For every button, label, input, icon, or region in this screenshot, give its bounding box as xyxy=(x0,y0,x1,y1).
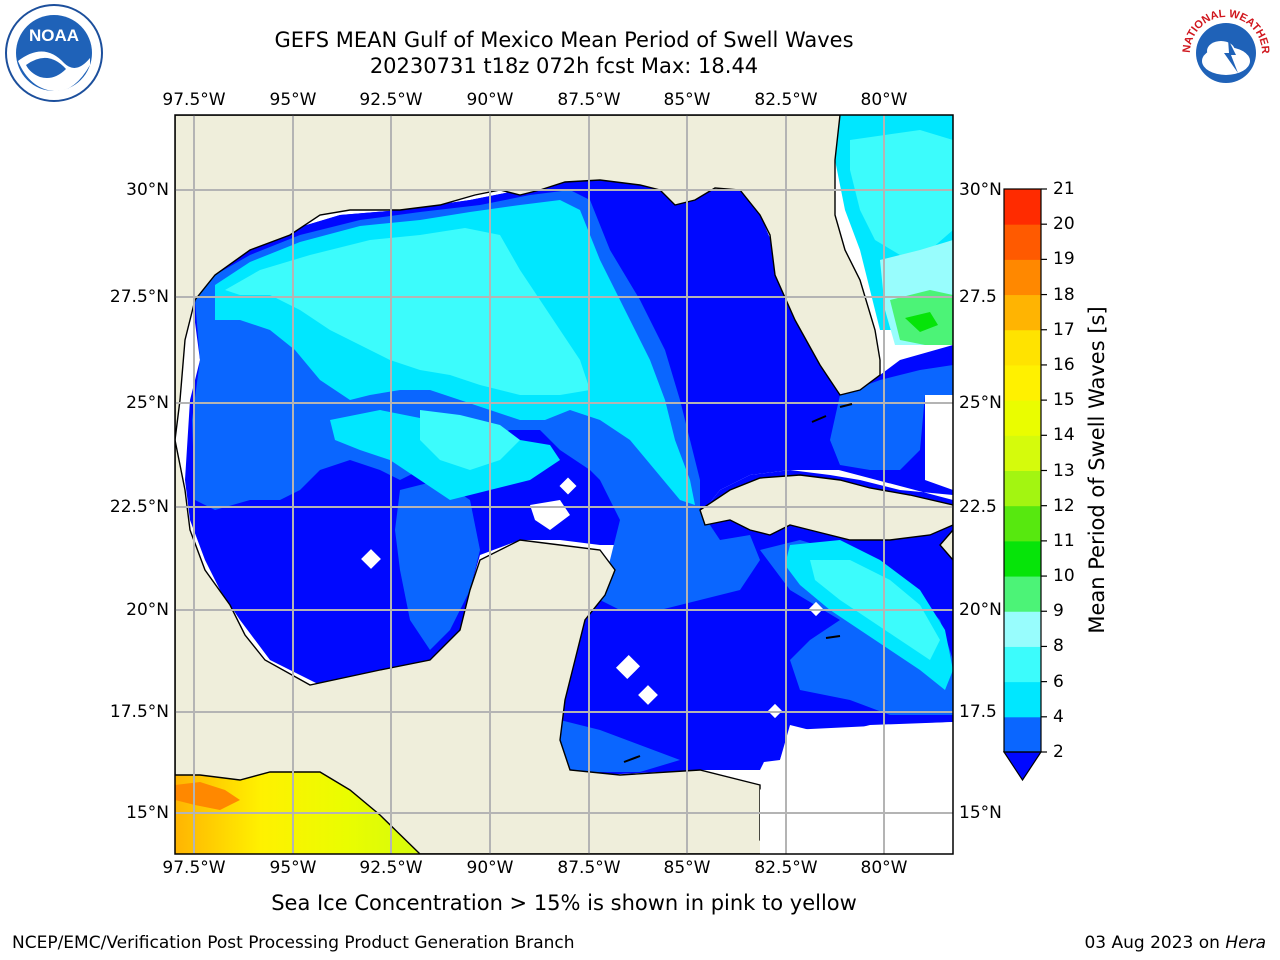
colorbar-segment xyxy=(1004,259,1041,296)
lat-label-left: 15°N xyxy=(126,803,169,823)
lat-label-right: 15°N xyxy=(959,803,1002,823)
colorbar-segment xyxy=(1004,435,1041,471)
host-name: Hera xyxy=(1225,933,1266,953)
lat-label-left: 25°N xyxy=(126,393,169,413)
map-subtitle: 20230731 t18z 072h fcst Max: 18.44 xyxy=(369,54,759,78)
lon-label-top: 82.5°W xyxy=(754,90,818,110)
land-usa xyxy=(175,115,881,441)
no-data-spots xyxy=(361,395,953,854)
colorbar-tick-label: 8 xyxy=(1053,636,1064,657)
colorbar-segment xyxy=(1004,646,1041,683)
sea-ice-note: Sea Ice Concentration > 15% is shown in … xyxy=(271,891,857,915)
band-6-8s-atlantic xyxy=(850,130,953,255)
lon-label-bottom: 80°W xyxy=(860,858,908,878)
lon-label-bottom: 82.5°W xyxy=(754,858,818,878)
lon-label-top: 95°W xyxy=(269,90,317,110)
plot-area xyxy=(175,115,953,854)
lon-label-bottom: 92.5°W xyxy=(359,858,423,878)
lon-label-bottom: 95°W xyxy=(269,858,317,878)
colorbar-tick-label: 16 xyxy=(1053,354,1075,375)
colorbar-segment xyxy=(1004,364,1041,401)
land-hispaniola xyxy=(939,528,953,562)
noaa-logo: NOAA xyxy=(5,4,103,102)
colorbar-segment xyxy=(1004,294,1041,331)
band-2-4s-yucatan xyxy=(600,430,760,610)
colorbar-segment xyxy=(1004,505,1041,542)
colorbar-segment xyxy=(1004,470,1041,507)
colorbar-tick-label: 10 xyxy=(1053,566,1075,587)
lon-label-bottom: 97.5°W xyxy=(162,858,226,878)
colorbar-segment xyxy=(1004,716,1041,753)
colorbar-tick-label: 12 xyxy=(1053,495,1075,516)
lon-label-top: 80°W xyxy=(860,90,908,110)
colorbar-segment xyxy=(1004,329,1041,366)
lat-label-left: 22.5°N xyxy=(109,497,169,517)
colorbar-segment xyxy=(1004,576,1041,612)
lon-label-top: 92.5°W xyxy=(359,90,423,110)
lat-label-left: 17.5°N xyxy=(109,702,169,722)
lat-label-right: 25°N xyxy=(959,393,1002,413)
run-date: 03 Aug 2023 on Hera xyxy=(1084,933,1266,953)
colorbar-segment xyxy=(1004,224,1041,260)
band-6-8s xyxy=(225,228,590,395)
colorbar xyxy=(1002,188,1047,782)
colorbar-tick-label: 21 xyxy=(1053,179,1075,199)
colorbar-tick-label: 4 xyxy=(1053,706,1064,727)
noaa-logo-text: NOAA xyxy=(29,26,79,45)
map-title: GEFS MEAN Gulf of Mexico Mean Period of … xyxy=(274,28,854,52)
islands xyxy=(623,403,853,763)
colorbar-extend-min xyxy=(1002,751,1043,782)
lon-label-bottom: 90°W xyxy=(466,858,514,878)
run-date-text: 03 Aug 2023 on xyxy=(1084,933,1220,953)
lon-label-top: 87.5°W xyxy=(557,90,621,110)
colorbar-tick-label: 9 xyxy=(1053,601,1064,622)
land-mexico xyxy=(175,439,782,854)
pacific-field-high xyxy=(175,782,240,810)
lon-label-top: 90°W xyxy=(466,90,514,110)
lat-label-left: 27.5°N xyxy=(109,287,169,307)
colorbar-tick-label: 20 xyxy=(1053,214,1075,235)
lon-label-top: 85°W xyxy=(663,90,711,110)
lon-label-top: 97.5°W xyxy=(162,90,226,110)
lat-label-right: 22.5 xyxy=(959,497,997,517)
colorbar-tick-label: 14 xyxy=(1053,425,1075,446)
colorbar-segment xyxy=(1004,400,1041,436)
colorbar-segment xyxy=(1004,189,1041,225)
colorbar-tick-label: 18 xyxy=(1053,284,1075,305)
credit-text: NCEP/EMC/Verification Post Processing Pr… xyxy=(12,933,575,953)
colorbar-segment xyxy=(1004,681,1041,718)
band-10-11s-bahamas xyxy=(905,312,938,332)
grid-lines xyxy=(175,115,953,854)
colorbar-tick-label: 2 xyxy=(1053,742,1064,762)
colorbar-tick-label: 13 xyxy=(1053,460,1075,481)
colorbar-label: Mean Period of Swell Waves [s] xyxy=(1085,306,1109,634)
lat-label-left: 20°N xyxy=(126,600,169,620)
colorbar-segment xyxy=(1004,540,1041,577)
nws-logo: NATIONAL WEATHER SERVICE xyxy=(1176,3,1274,101)
lat-label-left: 30°N xyxy=(126,180,169,200)
band-6-8s-2 xyxy=(420,410,520,470)
lon-label-bottom: 85°W xyxy=(663,858,711,878)
lon-label-bottom: 87.5°W xyxy=(557,858,621,878)
colorbar-tick-label: 6 xyxy=(1053,671,1064,692)
land xyxy=(175,115,953,854)
band-2-4s-bay xyxy=(395,480,480,650)
lat-label-right: 20°N xyxy=(959,600,1002,620)
colorbar-tick-label: 11 xyxy=(1053,530,1075,551)
colorbar-segment xyxy=(1004,611,1041,647)
lat-label-right: 30°N xyxy=(959,180,1002,200)
colorbar-tick-label: 19 xyxy=(1053,249,1075,270)
colorbar-tick-label: 17 xyxy=(1053,319,1075,340)
lat-label-right: 17.5 xyxy=(959,702,997,722)
band-2-4s-east xyxy=(830,365,953,470)
colorbar-tick-label: 15 xyxy=(1053,390,1075,411)
colorbar-frame xyxy=(1003,188,1042,753)
lat-label-right: 27.5 xyxy=(959,287,997,307)
plot-frame xyxy=(174,114,954,855)
